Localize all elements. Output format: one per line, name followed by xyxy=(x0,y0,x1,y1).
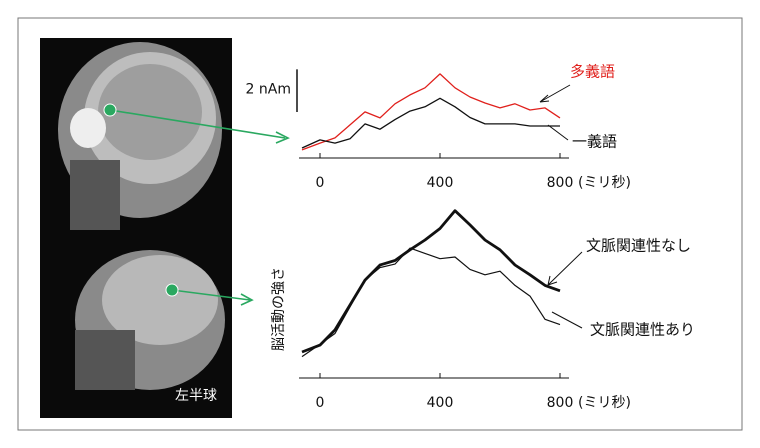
legend-label: 文脈関連性あり xyxy=(590,321,695,339)
x-tick-label: 0 xyxy=(316,395,325,411)
x-tick-label: 400 xyxy=(427,395,454,411)
y-label: 脳活動の強さ xyxy=(271,267,287,351)
scale-bar-label: 2 nAm xyxy=(246,81,291,97)
x-tick-label: 0 xyxy=(316,175,325,191)
legend-label: 多義語 xyxy=(570,63,615,81)
x-tick-label: 800 xyxy=(547,395,574,411)
x-unit: (ミリ秒) xyxy=(578,395,631,411)
x-unit: (ミリ秒) xyxy=(578,175,631,191)
region-dot xyxy=(104,104,116,116)
region-dot xyxy=(166,284,178,296)
legend-label: 一義語 xyxy=(572,133,617,151)
mri-bottom xyxy=(75,250,225,390)
image-label: 左半球 xyxy=(175,388,217,404)
x-tick-label: 800 xyxy=(547,175,574,191)
x-tick-label: 400 xyxy=(427,175,454,191)
legend-label: 文脈関連性なし xyxy=(586,237,691,255)
figure: 左半球 0400800(ミリ秒)2 nAm多義語一義語0400800(ミリ秒)脳… xyxy=(0,0,760,448)
